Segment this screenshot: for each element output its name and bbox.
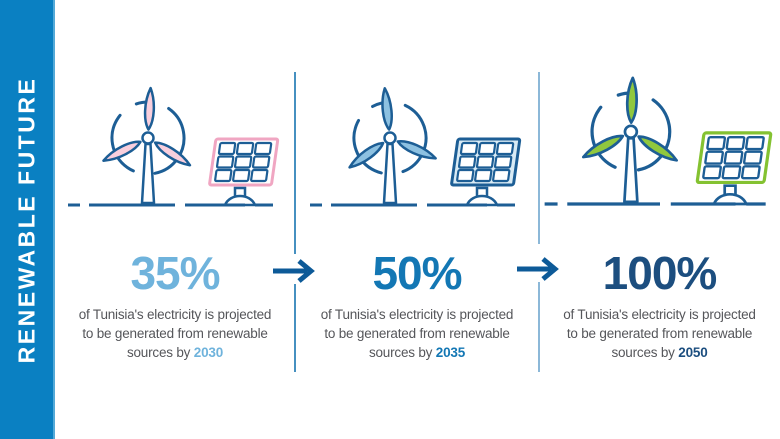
renewables-illustration: [544, 76, 778, 206]
percent-description: of Tunisia's electricity is projected to…: [538, 305, 780, 362]
renewables-illustration: [68, 86, 284, 207]
percent-value: 35%: [130, 247, 220, 299]
arrow-right-icon: [517, 257, 559, 281]
target-year: 2030: [193, 345, 224, 360]
desc-line-2: to be generated from renewable: [324, 326, 510, 341]
panel-2030: 35% of Tunisia's electricity is projecte…: [55, 0, 295, 439]
solar-stand-base: [712, 192, 748, 206]
turbine-pole: [382, 142, 398, 205]
percent-description: of Tunisia's electricity is projected to…: [53, 305, 297, 362]
turbine-hub: [623, 124, 638, 140]
solar-grid: [214, 141, 273, 183]
turbine-blades: [102, 86, 192, 167]
percent-value: 100%: [602, 247, 718, 299]
solar-stand-neck: [722, 184, 737, 196]
percent-description: of Tunisia's electricity is projected to…: [295, 305, 539, 362]
wind-turbine-icon: [102, 86, 192, 205]
percent-value: 50%: [372, 247, 462, 299]
panel-2050: 100% of Tunisia's electricity is project…: [539, 0, 780, 439]
panel-2035: 50% of Tunisia's electricity is projecte…: [295, 0, 539, 439]
solar-stand-neck: [475, 186, 489, 197]
arrow-right-icon: [273, 259, 315, 283]
target-year: 2035: [435, 345, 466, 360]
figure-2035: [302, 52, 532, 216]
desc-line-3: sources by 2030: [126, 345, 224, 360]
desc-line-2: to be generated from renewable: [566, 326, 753, 341]
divider-left-top-segment: [294, 72, 296, 254]
divider-right-bottom-segment: [538, 282, 540, 372]
solar-stand-base: [223, 194, 257, 207]
turbine-pole: [140, 142, 156, 205]
turbine-pole: [622, 136, 639, 204]
solar-stand-base: [465, 194, 499, 207]
desc-line-2: to be generated from renewable: [82, 326, 268, 341]
renewables-illustration: [310, 87, 526, 207]
turbine-hub: [383, 131, 397, 145]
target-year: 2050: [678, 345, 708, 360]
solar-panel-icon: [695, 131, 772, 206]
wind-turbine-icon: [581, 76, 678, 204]
desc-line-1: of Tunisia's electricity is projected: [78, 307, 272, 322]
figure-2030: [60, 52, 290, 216]
desc-line-3: sources by 2035: [368, 345, 466, 360]
panels-row: 35% of Tunisia's electricity is projecte…: [55, 0, 780, 439]
desc-line-3: sources by 2050: [611, 345, 708, 360]
divider-right-top-segment: [538, 72, 540, 244]
turbine-blades: [348, 87, 437, 169]
solar-panel-icon: [208, 137, 280, 207]
solar-grid: [456, 141, 515, 183]
wind-turbine-icon: [348, 87, 437, 205]
solar-grid: [701, 135, 765, 180]
sidebar: RENEWABLE FUTURE: [0, 0, 55, 439]
divider-left-bottom-segment: [294, 284, 296, 372]
desc-line-1: of Tunisia's electricity is projected: [320, 307, 514, 322]
figure-2050: [536, 52, 780, 216]
turbine-hub: [141, 131, 155, 145]
solar-panel-icon: [450, 137, 522, 207]
turbine-blades: [581, 76, 678, 162]
sidebar-title: RENEWABLE FUTURE: [13, 76, 39, 363]
solar-stand-neck: [233, 186, 247, 197]
desc-line-1: of Tunisia's electricity is projected: [563, 307, 756, 322]
